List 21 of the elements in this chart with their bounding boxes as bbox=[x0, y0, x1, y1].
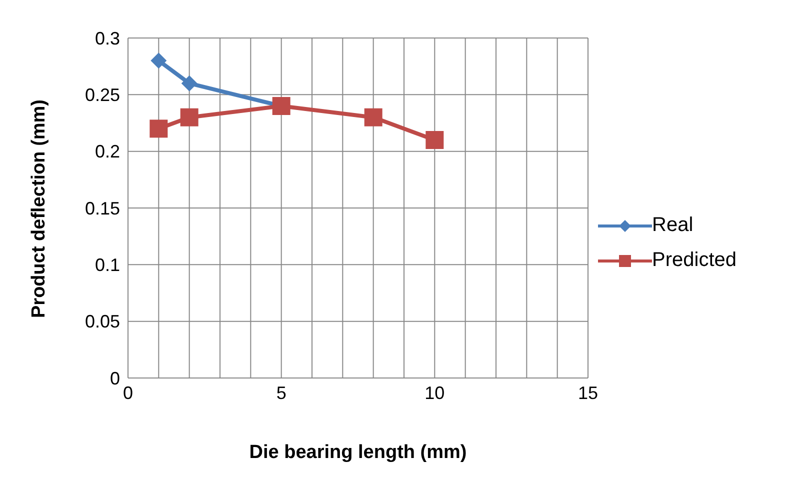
x-tick-label: 15 bbox=[578, 382, 598, 403]
y-tick-label: 0.05 bbox=[84, 312, 120, 332]
y-tick-label: 0 bbox=[110, 368, 120, 388]
legend-label: Real bbox=[652, 214, 694, 237]
y-tick-label: 0.3 bbox=[94, 28, 120, 48]
x-tick-label: 10 bbox=[424, 382, 445, 403]
point bbox=[364, 108, 382, 126]
point bbox=[150, 52, 167, 69]
y-tick-label: 0.15 bbox=[84, 198, 120, 218]
point bbox=[180, 108, 198, 126]
legend-label: Predicted bbox=[652, 249, 736, 272]
y-tick-label: 0.25 bbox=[84, 85, 120, 106]
y-tick-label: 0.1 bbox=[94, 255, 120, 276]
x-tick-label: 5 bbox=[276, 382, 286, 403]
point bbox=[181, 75, 198, 92]
y-tick-label: 0.2 bbox=[94, 142, 120, 162]
point bbox=[150, 120, 168, 138]
y-axis-title: Product deflection (mm) bbox=[28, 99, 50, 318]
point bbox=[426, 131, 444, 149]
x-axis-title: Die bearing length (mm) bbox=[249, 442, 467, 463]
x-tick-label: 0 bbox=[122, 382, 134, 403]
